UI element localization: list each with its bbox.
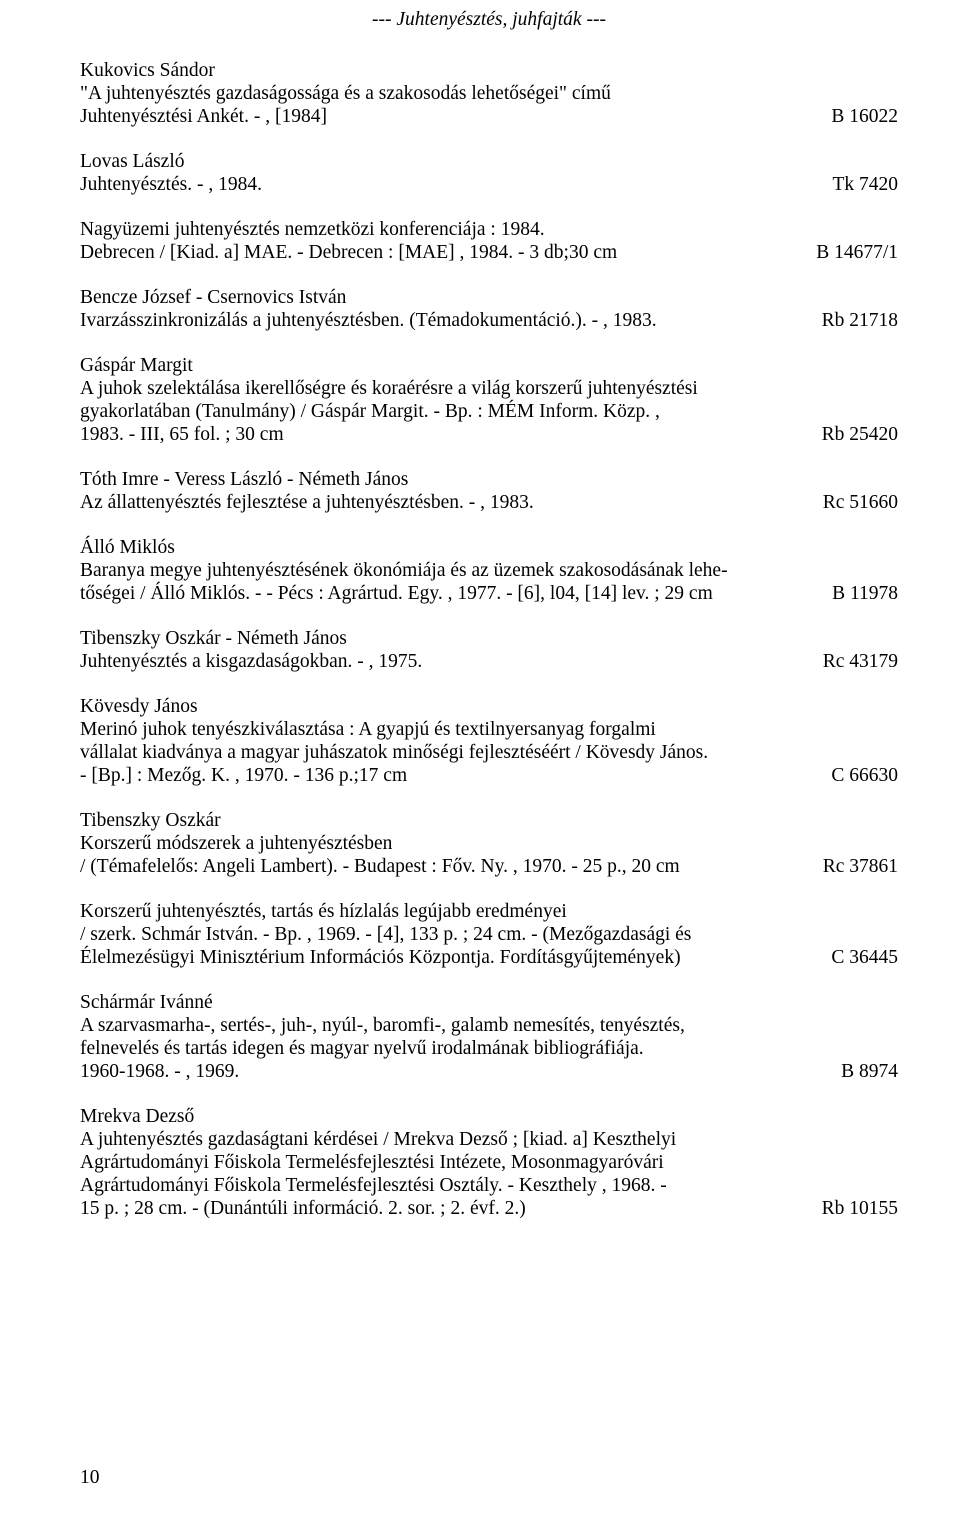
entry-line: Kövesdy János [80, 695, 708, 718]
bibliography-entry: Tibenszky OszkárKorszerű módszerek a juh… [80, 809, 898, 878]
bibliography-list: Kukovics Sándor"A juhtenyésztés gazdaság… [80, 59, 898, 1220]
document-page: --- Juhtenyésztés, juhfajták --- Kukovic… [0, 0, 960, 1537]
entry-line: Gáspár Margit [80, 354, 698, 377]
entry-body: Tibenszky Oszkár - Németh JánosJuhtenyés… [80, 627, 422, 673]
bibliography-entry: Bencze József - Csernovics IstvánIvarzás… [80, 286, 898, 332]
entry-line: A juhok szelektálása ikerellőségre és ko… [80, 377, 698, 400]
entry-line: "A juhtenyésztés gazdaságossága és a sza… [80, 82, 611, 105]
entry-line: Debrecen / [Kiad. a] MAE. - Debrecen : [… [80, 241, 617, 264]
entry-line: - [Bp.] : Mezőg. K. , 1970. - 136 p.;17 … [80, 764, 708, 787]
entry-body: Schármár IvánnéA szarvasmarha-, sertés-,… [80, 991, 685, 1083]
entry-line: Élelmezésügyi Minisztérium Információs K… [80, 946, 691, 969]
entry-body: Kukovics Sándor"A juhtenyésztés gazdaság… [80, 59, 611, 128]
entry-line: Az állattenyésztés fejlesztése a juhteny… [80, 491, 534, 514]
entry-line: Agrártudományi Főiskola Termelésfejleszt… [80, 1174, 676, 1197]
entry-body: Gáspár MargitA juhok szelektálása ikerel… [80, 354, 698, 446]
entry-code: Rb 25420 [802, 423, 898, 446]
entry-code: B 14677/1 [796, 241, 898, 264]
bibliography-entry: Nagyüzemi juhtenyésztés nemzetközi konfe… [80, 218, 898, 264]
entry-body: Álló MiklósBaranya megye juhtenyésztésén… [80, 536, 728, 605]
bibliography-entry: Kukovics Sándor"A juhtenyésztés gazdaság… [80, 59, 898, 128]
entry-body: Kövesdy JánosMerinó juhok tenyészkiválas… [80, 695, 708, 787]
entry-line: Korszerű módszerek a juhtenyésztésben [80, 832, 680, 855]
entry-code: B 16022 [811, 105, 898, 128]
entry-code: B 11978 [812, 582, 898, 605]
bibliography-entry: Gáspár MargitA juhok szelektálása ikerel… [80, 354, 898, 446]
entry-code: C 36445 [811, 946, 898, 969]
entry-code: Rb 21718 [802, 309, 898, 332]
entry-body: Tibenszky OszkárKorszerű módszerek a juh… [80, 809, 680, 878]
section-header: --- Juhtenyésztés, juhfajták --- [80, 8, 898, 31]
entry-code: Rb 10155 [802, 1197, 898, 1220]
entry-line: Schármár Ivánné [80, 991, 685, 1014]
entry-line: 15 p. ; 28 cm. - (Dunántúli információ. … [80, 1197, 676, 1220]
entry-line: Lovas László [80, 150, 262, 173]
bibliography-entry: Mrekva DezsőA juhtenyésztés gazdaságtani… [80, 1105, 898, 1220]
entry-code: C 66630 [811, 764, 898, 787]
entry-code: Rc 43179 [803, 650, 898, 673]
entry-line: Kukovics Sándor [80, 59, 611, 82]
entry-line: 1960-1968. - , 1969. [80, 1060, 685, 1083]
entry-line: Juhtenyésztési Ankét. - , [1984] [80, 105, 611, 128]
bibliography-entry: Lovas LászlóJuhtenyésztés. - , 1984. Tk 7… [80, 150, 898, 196]
entry-line: Ivarzásszinkronizálás a juhtenyésztésben… [80, 309, 657, 332]
entry-body: Mrekva DezsőA juhtenyésztés gazdaságtani… [80, 1105, 676, 1220]
entry-line: Juhtenyésztés a kisgazdaságokban. - , 19… [80, 650, 422, 673]
entry-line: 1983. - III, 65 fol. ; 30 cm [80, 423, 698, 446]
entry-code: Rc 51660 [803, 491, 898, 514]
entry-line: Baranya megye juhtenyésztésének ökonómiá… [80, 559, 728, 582]
entry-line: tőségei / Álló Miklós. - - Pécs : Agrárt… [80, 582, 728, 605]
entry-line: / (Témafelelős: Angeli Lambert). - Budap… [80, 855, 680, 878]
entry-line: felnevelés és tartás idegen és magyar ny… [80, 1037, 685, 1060]
bibliography-entry: Kövesdy JánosMerinó juhok tenyészkiválas… [80, 695, 898, 787]
entry-line: Bencze József - Csernovics István [80, 286, 657, 309]
entry-body: Tóth Imre - Veress László - Németh János… [80, 468, 534, 514]
entry-line: Mrekva Dezső [80, 1105, 676, 1128]
entry-body: Korszerű juhtenyésztés, tartás és hízlal… [80, 900, 691, 969]
entry-body: Bencze József - Csernovics IstvánIvarzás… [80, 286, 657, 332]
entry-line: Merinó juhok tenyészkiválasztása : A gya… [80, 718, 708, 741]
entry-line: A szarvasmarha-, sertés-, juh-, nyúl-, b… [80, 1014, 685, 1037]
bibliography-entry: Tibenszky Oszkár - Németh JánosJuhtenyés… [80, 627, 898, 673]
entry-code: Rc 37861 [803, 855, 898, 878]
entry-line: Álló Miklós [80, 536, 728, 559]
entry-line: Nagyüzemi juhtenyésztés nemzetközi konfe… [80, 218, 617, 241]
entry-line: / szerk. Schmár István. - Bp. , 1969. - … [80, 923, 691, 946]
bibliography-entry: Schármár IvánnéA szarvasmarha-, sertés-,… [80, 991, 898, 1083]
bibliography-entry: Álló MiklósBaranya megye juhtenyésztésén… [80, 536, 898, 605]
entry-line: Tibenszky Oszkár - Németh János [80, 627, 422, 650]
entry-body: Nagyüzemi juhtenyésztés nemzetközi konfe… [80, 218, 617, 264]
page-number: 10 [80, 1466, 100, 1489]
entry-line: A juhtenyésztés gazdaságtani kérdései / … [80, 1128, 676, 1151]
entry-line: Agrártudományi Főiskola Termelésfejleszt… [80, 1151, 676, 1174]
entry-line: Tibenszky Oszkár [80, 809, 680, 832]
entry-line: Juhtenyésztés. - , 1984. [80, 173, 262, 196]
bibliography-entry: Korszerű juhtenyésztés, tartás és hízlal… [80, 900, 898, 969]
entry-code: Tk 7420 [812, 173, 898, 196]
entry-code: B 8974 [821, 1060, 898, 1083]
entry-line: gyakorlatában (Tanulmány) / Gáspár Margi… [80, 400, 698, 423]
entry-line: vállalat kiadványa a magyar juhászatok m… [80, 741, 708, 764]
bibliography-entry: Tóth Imre - Veress László - Németh János… [80, 468, 898, 514]
entry-body: Lovas LászlóJuhtenyésztés. - , 1984. [80, 150, 262, 196]
entry-line: Tóth Imre - Veress László - Németh János [80, 468, 534, 491]
entry-line: Korszerű juhtenyésztés, tartás és hízlal… [80, 900, 691, 923]
